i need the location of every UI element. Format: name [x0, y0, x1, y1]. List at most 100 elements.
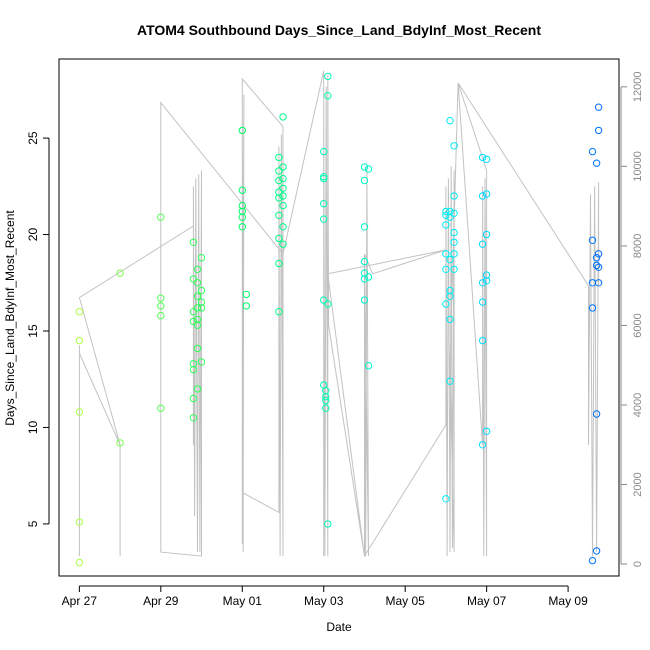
data-point	[238, 201, 247, 210]
data-point	[279, 174, 287, 183]
data-point	[450, 265, 458, 273]
data-point	[322, 392, 330, 401]
y-tick-label: 20	[26, 228, 40, 242]
x-tick-label: May 09	[548, 594, 588, 608]
data-point	[189, 414, 198, 422]
data-point	[320, 147, 328, 156]
y-tick-label: 25	[26, 131, 40, 145]
track-lines	[78, 70, 600, 558]
data-point	[478, 153, 487, 162]
data-point	[193, 321, 202, 329]
data-point	[279, 223, 287, 231]
data-point	[364, 362, 373, 370]
data-point	[594, 103, 603, 111]
data-point	[364, 165, 373, 173]
data-point	[275, 211, 283, 220]
data-point	[594, 126, 603, 135]
data-point	[324, 300, 332, 308]
data-point	[446, 255, 454, 264]
data-point	[360, 257, 369, 266]
data-point	[594, 250, 603, 258]
data-point	[360, 223, 369, 231]
axes: Apr 27 Apr 29 May 01 May 03 May 05 May 07 May …	[26, 72, 644, 608]
data-point	[588, 147, 597, 156]
data-point	[157, 213, 165, 221]
y2-tick-label: 0	[632, 561, 644, 567]
data-point	[75, 408, 84, 416]
data-point	[320, 173, 328, 181]
data-point	[275, 188, 283, 196]
data-point	[446, 117, 454, 125]
data-point	[157, 404, 165, 412]
data-point	[478, 441, 487, 449]
data-point	[197, 286, 206, 295]
data-point	[446, 286, 454, 295]
data-point	[75, 518, 84, 526]
x-tick-label: Apr 27	[62, 594, 98, 608]
data-point	[279, 240, 287, 248]
data-point	[482, 277, 491, 285]
data-point	[242, 290, 251, 299]
data-point	[360, 296, 369, 304]
data-point	[482, 155, 491, 164]
data-point	[442, 207, 450, 216]
data-point	[446, 315, 454, 324]
data-point	[478, 240, 487, 248]
y-tick-label: 5	[26, 520, 40, 527]
data-point	[450, 142, 458, 150]
data-point	[478, 279, 487, 287]
data-point	[275, 234, 283, 243]
data-point	[193, 315, 202, 324]
data-point	[324, 72, 332, 81]
data-point	[592, 261, 601, 270]
data-point	[450, 228, 458, 237]
data-point	[193, 344, 202, 353]
data-point	[275, 167, 283, 175]
data-point	[279, 192, 287, 200]
data-point	[482, 190, 491, 198]
data-point	[197, 304, 206, 312]
track-line	[78, 70, 600, 558]
y-axis-label: Days_Since_Land_BdyInf_Most_Recent	[3, 210, 17, 426]
data-point	[450, 250, 458, 258]
data-point	[116, 439, 124, 447]
data-point	[320, 296, 328, 304]
data-point	[189, 394, 198, 403]
data-point	[478, 192, 487, 200]
data-point	[442, 300, 450, 308]
data-point	[594, 279, 603, 287]
plot-frame	[58, 58, 620, 577]
data-point	[446, 292, 454, 300]
data-point	[322, 396, 330, 405]
data-point	[275, 153, 283, 162]
data-point	[588, 304, 597, 312]
data-point	[322, 404, 330, 412]
data-point	[360, 275, 369, 283]
data-point	[450, 209, 458, 218]
y-tick-label: 10	[26, 420, 40, 434]
data-points	[75, 72, 603, 567]
data-point	[360, 163, 369, 171]
data-point	[197, 298, 206, 306]
data-point	[442, 265, 450, 273]
data-point	[116, 269, 124, 277]
data-point	[442, 250, 450, 258]
data-point	[242, 302, 251, 310]
data-point	[320, 200, 328, 208]
data-point	[193, 279, 202, 287]
data-point	[478, 298, 487, 306]
y2-tick-label: 2000	[632, 472, 644, 496]
data-point	[592, 547, 601, 555]
data-point	[446, 213, 454, 221]
data-point	[324, 92, 332, 100]
data-point	[275, 176, 283, 185]
data-point	[364, 273, 373, 281]
data-point	[594, 263, 603, 271]
y2-tick-label: 10000	[632, 151, 644, 182]
x-tick-label: May 05	[386, 594, 426, 608]
y2-tick-label: 12000	[632, 72, 644, 103]
x-axis-label: Date	[326, 620, 352, 634]
data-point	[193, 292, 202, 300]
x-tick-label: May 01	[223, 594, 263, 608]
